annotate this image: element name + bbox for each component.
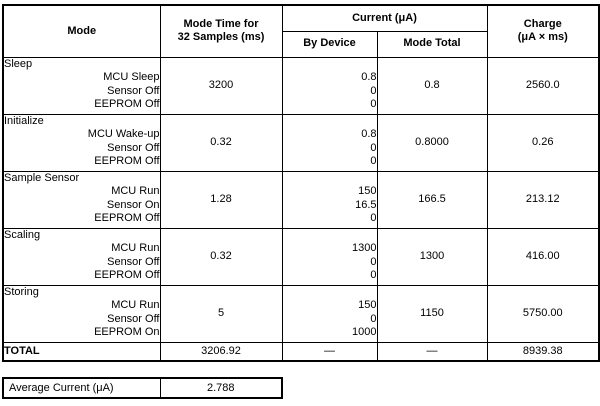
by-device-value: 0: [370, 269, 377, 281]
header-mode-time-line2: 32 Samples (ms): [177, 31, 265, 44]
header-charge-line2: (μA × ms): [517, 31, 568, 44]
device-line: Sensor Off: [107, 255, 160, 268]
device-line: EEPROM Off: [94, 212, 160, 224]
charge-value: 2560.0: [486, 56, 600, 115]
device-line: EEPROM Off: [94, 98, 160, 110]
by-device-value: 0.8: [361, 71, 377, 83]
by-device-value: 0: [370, 212, 377, 224]
by-device-value: 0: [370, 141, 377, 154]
mode-name: Sleep: [4, 57, 33, 70]
total-row: TOTAL 3206.92 — — 8939.38: [2, 341, 600, 362]
charge-value: 213.12: [486, 170, 600, 229]
by-device-cell: 150 0 1000: [281, 284, 378, 343]
device-line: Sensor Off: [107, 141, 160, 154]
mode-time-value: 0.32: [159, 113, 283, 172]
mode-cell: Sleep MCU Sleep Sensor Off EEPROM Off: [2, 56, 161, 115]
device-line: EEPROM On: [94, 326, 160, 338]
by-device-value: 0.8: [361, 128, 377, 140]
by-device-value: 1000: [352, 326, 377, 338]
header-mode: Mode: [2, 4, 161, 58]
mode-name: Initialize: [4, 114, 44, 127]
mode-cell: Sample Sensor MCU Run Sensor On EEPROM O…: [2, 170, 161, 229]
by-device-cell: 1300 0 0: [281, 227, 378, 286]
device-line: EEPROM Off: [94, 269, 160, 281]
device-line: MCU Run: [111, 299, 160, 311]
average-current-table: Average Current (μA) 2.788: [2, 377, 283, 399]
header-mode-time: Mode Time for 32 Samples (ms): [159, 4, 283, 58]
by-device-value: 150: [358, 185, 377, 197]
header-charge: Charge (μA × ms): [486, 4, 600, 58]
by-device-value: 0: [370, 312, 377, 325]
power-budget-table: Mode Mode Time for 32 Samples (ms) Curre…: [2, 4, 600, 362]
by-device-value: 0: [370, 98, 377, 110]
mode-total-value: 1300: [376, 227, 488, 286]
mode-time-value: 1.28: [159, 170, 283, 229]
header-by-device: By Device: [281, 30, 378, 58]
charge-value: 416.00: [486, 227, 600, 286]
header-current: Current (μA): [281, 4, 488, 32]
mode-time-value: 3200: [159, 56, 283, 115]
mode-cell: Scaling MCU Run Sensor Off EEPROM Off: [2, 227, 161, 286]
average-current-label: Average Current (μA): [2, 377, 161, 399]
mode-cell: Storing MCU Run Sensor Off EEPROM On: [2, 284, 161, 343]
device-line: EEPROM Off: [94, 155, 160, 167]
by-device-value: 0: [370, 155, 377, 167]
mode-cell: Initialize MCU Wake-up Sensor Off EEPROM…: [2, 113, 161, 172]
by-device-value: 0: [370, 255, 377, 268]
total-mode-total-value: —: [376, 341, 488, 362]
spacer: [283, 286, 377, 300]
header-charge-line1: Charge: [523, 17, 562, 30]
mode-total-value: 166.5: [376, 170, 488, 229]
charge-value: 0.26: [486, 113, 600, 172]
table-row-initialize: Initialize MCU Wake-up Sensor Off EEPROM…: [2, 113, 600, 172]
device-line: MCU Run: [111, 185, 160, 197]
mode-total-value: 0.8: [376, 56, 488, 115]
header-mode-time-line1: Mode Time for: [183, 17, 259, 30]
spacer: [283, 115, 377, 129]
mode-time-value: 0.32: [159, 227, 283, 286]
table-row-storing: Storing MCU Run Sensor Off EEPROM On 5 1…: [2, 284, 600, 343]
device-line: MCU Sleep: [103, 71, 160, 83]
mode-time-value: 5: [159, 284, 283, 343]
device-line: Sensor Off: [107, 312, 160, 325]
total-mode-time-value: 3206.92: [159, 341, 283, 362]
average-current-value: 2.788: [159, 377, 283, 399]
header-row-1: Mode Mode Time for 32 Samples (ms) Curre…: [2, 4, 600, 58]
mode-name: Storing: [4, 285, 39, 298]
device-line: MCU Run: [111, 242, 160, 254]
total-label: TOTAL: [2, 341, 161, 362]
by-device-value: 1300: [352, 242, 377, 254]
table-row-scaling: Scaling MCU Run Sensor Off EEPROM Off 0.…: [2, 227, 600, 286]
device-line: Sensor Off: [107, 84, 160, 97]
total-charge-value: 8939.38: [486, 341, 600, 362]
mode-name: Sample Sensor: [4, 171, 80, 184]
header-mode-total: Mode Total: [376, 30, 488, 58]
charge-value: 5750.00: [486, 284, 600, 343]
spacer: [283, 58, 377, 72]
mode-total-value: 0.8000: [376, 113, 488, 172]
by-device-value: 150: [358, 299, 377, 311]
table-row-sleep: Sleep MCU Sleep Sensor Off EEPROM Off 32…: [2, 56, 600, 115]
mode-name: Scaling: [4, 228, 41, 241]
spacer: [283, 229, 377, 243]
header-row-2: By Device Mode Total: [3, 30, 599, 58]
by-device-cell: 0.8 0 0: [281, 56, 378, 115]
total-by-device-value: —: [281, 341, 378, 362]
mode-total-value: 1150: [376, 284, 488, 343]
device-line: MCU Wake-up: [87, 128, 160, 140]
average-current-row: Average Current (μA) 2.788: [2, 377, 283, 399]
by-device-cell: 0.8 0 0: [281, 113, 378, 172]
by-device-value: 0: [370, 84, 377, 97]
spacer: [283, 172, 377, 186]
device-line: Sensor On: [106, 198, 160, 211]
table-row-sample-sensor: Sample Sensor MCU Run Sensor On EEPROM O…: [2, 170, 600, 229]
by-device-value: 16.5: [355, 198, 377, 211]
by-device-cell: 150 16.5 0: [281, 170, 378, 229]
